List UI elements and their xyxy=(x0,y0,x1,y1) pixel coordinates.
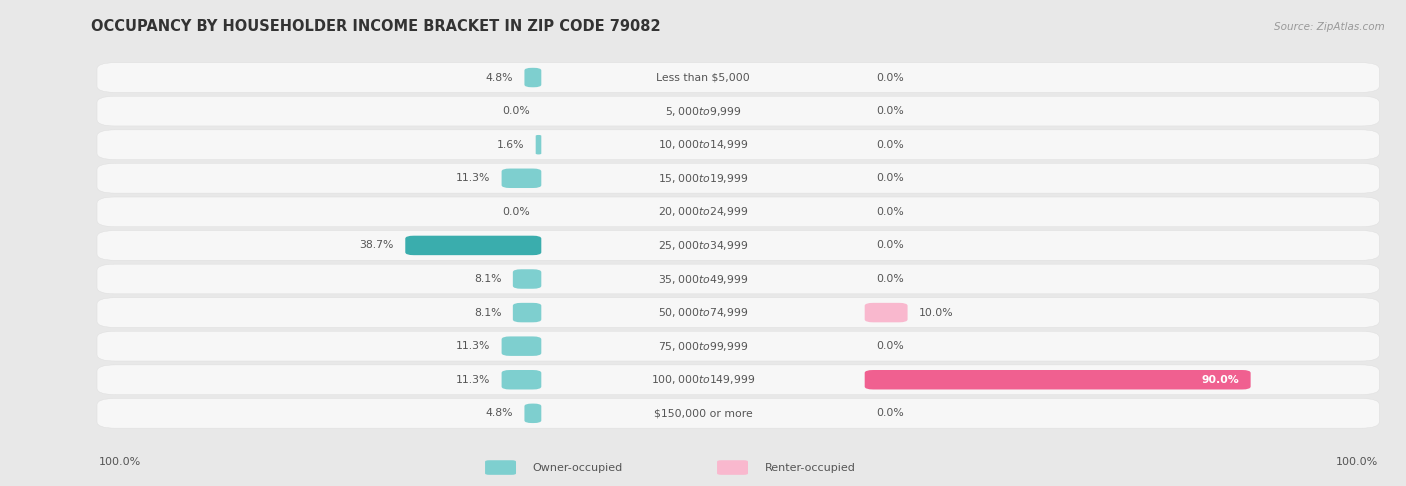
FancyBboxPatch shape xyxy=(97,230,1379,260)
FancyBboxPatch shape xyxy=(513,269,541,289)
Text: 38.7%: 38.7% xyxy=(360,241,394,250)
FancyBboxPatch shape xyxy=(502,370,541,389)
Text: 0.0%: 0.0% xyxy=(502,106,530,116)
Text: $10,000 to $14,999: $10,000 to $14,999 xyxy=(658,138,748,151)
Text: $25,000 to $34,999: $25,000 to $34,999 xyxy=(658,239,748,252)
FancyBboxPatch shape xyxy=(97,163,1379,193)
Text: 0.0%: 0.0% xyxy=(876,341,904,351)
FancyBboxPatch shape xyxy=(524,403,541,423)
FancyBboxPatch shape xyxy=(97,365,1379,395)
Text: 11.3%: 11.3% xyxy=(456,375,491,385)
Text: 0.0%: 0.0% xyxy=(876,139,904,150)
FancyBboxPatch shape xyxy=(524,68,541,87)
Text: $35,000 to $49,999: $35,000 to $49,999 xyxy=(658,273,748,285)
Text: $150,000 or more: $150,000 or more xyxy=(654,408,752,418)
FancyBboxPatch shape xyxy=(97,298,1379,328)
Text: 100.0%: 100.0% xyxy=(98,457,141,467)
Text: 11.3%: 11.3% xyxy=(456,174,491,183)
Text: 0.0%: 0.0% xyxy=(876,408,904,418)
Text: 0.0%: 0.0% xyxy=(876,207,904,217)
Text: 0.0%: 0.0% xyxy=(876,106,904,116)
Text: 0.0%: 0.0% xyxy=(876,274,904,284)
Text: OCCUPANCY BY HOUSEHOLDER INCOME BRACKET IN ZIP CODE 79082: OCCUPANCY BY HOUSEHOLDER INCOME BRACKET … xyxy=(91,19,661,34)
Text: $50,000 to $74,999: $50,000 to $74,999 xyxy=(658,306,748,319)
FancyBboxPatch shape xyxy=(485,460,516,475)
Text: Renter-occupied: Renter-occupied xyxy=(765,463,856,472)
FancyBboxPatch shape xyxy=(717,460,748,475)
Text: 0.0%: 0.0% xyxy=(876,174,904,183)
Text: 10.0%: 10.0% xyxy=(920,308,953,317)
FancyBboxPatch shape xyxy=(536,135,541,155)
Text: $15,000 to $19,999: $15,000 to $19,999 xyxy=(658,172,748,185)
Text: 90.0%: 90.0% xyxy=(1202,375,1240,385)
FancyBboxPatch shape xyxy=(97,63,1379,92)
Text: $75,000 to $99,999: $75,000 to $99,999 xyxy=(658,340,748,353)
Text: $100,000 to $149,999: $100,000 to $149,999 xyxy=(651,373,755,386)
FancyBboxPatch shape xyxy=(502,336,541,356)
FancyBboxPatch shape xyxy=(97,399,1379,428)
FancyBboxPatch shape xyxy=(513,303,541,322)
Text: $20,000 to $24,999: $20,000 to $24,999 xyxy=(658,206,748,218)
Text: 11.3%: 11.3% xyxy=(456,341,491,351)
FancyBboxPatch shape xyxy=(865,303,908,322)
Text: 0.0%: 0.0% xyxy=(876,72,904,83)
Text: 8.1%: 8.1% xyxy=(474,274,502,284)
FancyBboxPatch shape xyxy=(97,264,1379,294)
Text: 1.6%: 1.6% xyxy=(496,139,524,150)
Text: Owner-occupied: Owner-occupied xyxy=(533,463,623,472)
FancyBboxPatch shape xyxy=(405,236,541,255)
Text: 4.8%: 4.8% xyxy=(485,72,513,83)
Text: 4.8%: 4.8% xyxy=(485,408,513,418)
FancyBboxPatch shape xyxy=(97,197,1379,226)
Text: 0.0%: 0.0% xyxy=(876,241,904,250)
FancyBboxPatch shape xyxy=(97,130,1379,159)
Text: Less than $5,000: Less than $5,000 xyxy=(657,72,749,83)
Text: 100.0%: 100.0% xyxy=(1336,457,1378,467)
Text: 8.1%: 8.1% xyxy=(474,308,502,317)
FancyBboxPatch shape xyxy=(97,96,1379,126)
Text: $5,000 to $9,999: $5,000 to $9,999 xyxy=(665,104,741,118)
FancyBboxPatch shape xyxy=(97,331,1379,361)
FancyBboxPatch shape xyxy=(502,169,541,188)
FancyBboxPatch shape xyxy=(865,370,1251,389)
Text: 0.0%: 0.0% xyxy=(502,207,530,217)
Text: Source: ZipAtlas.com: Source: ZipAtlas.com xyxy=(1274,22,1385,32)
